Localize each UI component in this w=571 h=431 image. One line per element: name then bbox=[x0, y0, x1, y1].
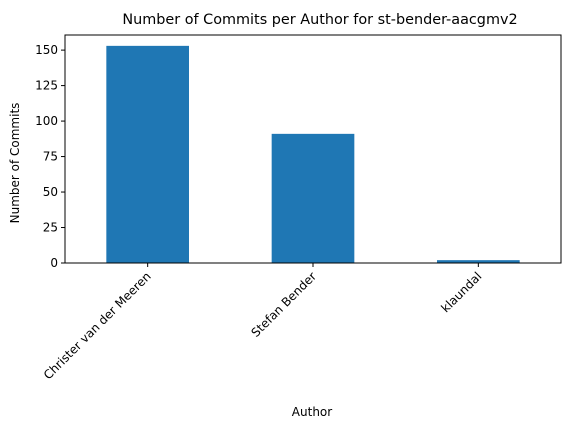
y-axis-label: Number of Commits bbox=[8, 103, 22, 224]
x-tick-label-1: Christer van der Meeren bbox=[41, 269, 154, 382]
bar-3 bbox=[437, 260, 520, 263]
x-tick-label-2: Stefan Bender bbox=[249, 269, 320, 340]
x-tick-label-3: klaundal bbox=[438, 269, 484, 315]
plot-frame bbox=[64, 34, 562, 264]
y-tick-label-0: 0 bbox=[50, 256, 58, 270]
y-tick-label-125: 125 bbox=[35, 79, 58, 93]
plot-area: 0 25 50 75 100 125 150 Christer van der Meeren S… bbox=[35, 34, 562, 382]
y-tick-label-100: 100 bbox=[35, 114, 58, 128]
y-tick-label-50: 50 bbox=[43, 185, 58, 199]
y-tick-label-75: 75 bbox=[43, 150, 58, 164]
x-axis-label: Author bbox=[292, 405, 332, 419]
chart-title: Number of Commits per Author for st-bend… bbox=[122, 12, 517, 28]
bar-1 bbox=[106, 45, 189, 263]
y-tick-label-150: 150 bbox=[35, 43, 58, 57]
bar-2 bbox=[271, 133, 355, 263]
y-tick-label-25: 25 bbox=[43, 221, 58, 235]
